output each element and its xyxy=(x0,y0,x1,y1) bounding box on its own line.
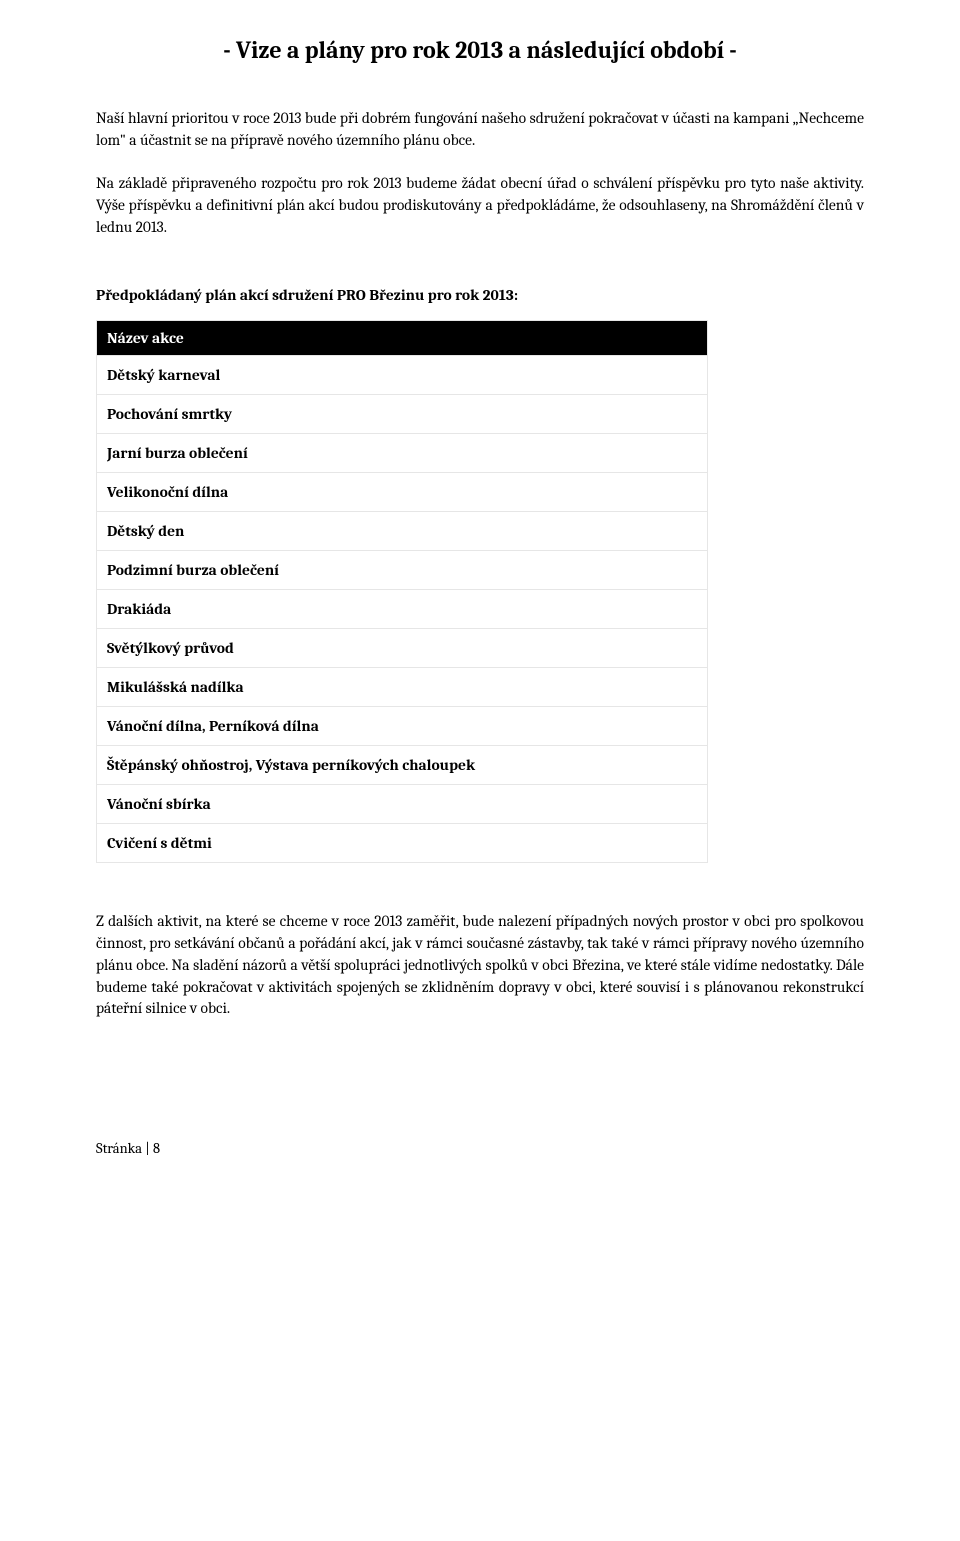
table-row: Štěpánský ohňostroj, Výstava perníkových… xyxy=(97,746,708,785)
page-title: - Vize a plány pro rok 2013 a následujíc… xyxy=(96,36,864,64)
table-header: Název akce xyxy=(97,321,708,356)
page-footer: Stránka | 8 xyxy=(96,1140,864,1157)
table-row: Velikonoční dílna xyxy=(97,473,708,512)
paragraph-2: Na základě připraveného rozpočtu pro rok… xyxy=(96,173,864,238)
table-cell: Podzimní burza oblečení xyxy=(97,551,708,590)
table-cell: Štěpánský ohňostroj, Výstava perníkových… xyxy=(97,746,708,785)
table-cell: Dětský den xyxy=(97,512,708,551)
table-cell: Velikonoční dílna xyxy=(97,473,708,512)
paragraph-1: Naší hlavní prioritou v roce 2013 bude p… xyxy=(96,108,864,151)
subtitle: Předpokládaný plán akcí sdružení PRO Bře… xyxy=(96,286,864,304)
table-cell: Vánoční dílna, Perníková dílna xyxy=(97,707,708,746)
table-row: Mikulášská nadílka xyxy=(97,668,708,707)
table-cell: Dětský karneval xyxy=(97,356,708,395)
table-row: Pochování smrtky xyxy=(97,395,708,434)
table-row: Podzimní burza oblečení xyxy=(97,551,708,590)
table-row: Dětský den xyxy=(97,512,708,551)
table-cell: Pochování smrtky xyxy=(97,395,708,434)
table-row: Cvičení s dětmi xyxy=(97,824,708,863)
table-row: Dětský karneval xyxy=(97,356,708,395)
table-cell: Vánoční sbírka xyxy=(97,785,708,824)
table-cell: Cvičení s dětmi xyxy=(97,824,708,863)
table-cell: Jarní burza oblečení xyxy=(97,434,708,473)
table-row: Světýlkový průvod xyxy=(97,629,708,668)
table-row: Vánoční dílna, Perníková dílna xyxy=(97,707,708,746)
events-table: Název akce Dětský karneval Pochování smr… xyxy=(96,320,708,863)
paragraph-3: Z dalších aktivit, na které se chceme v … xyxy=(96,911,864,1019)
table-cell: Drakiáda xyxy=(97,590,708,629)
table-row: Jarní burza oblečení xyxy=(97,434,708,473)
table-row: Vánoční sbírka xyxy=(97,785,708,824)
table-cell: Světýlkový průvod xyxy=(97,629,708,668)
table-cell: Mikulášská nadílka xyxy=(97,668,708,707)
table-row: Drakiáda xyxy=(97,590,708,629)
